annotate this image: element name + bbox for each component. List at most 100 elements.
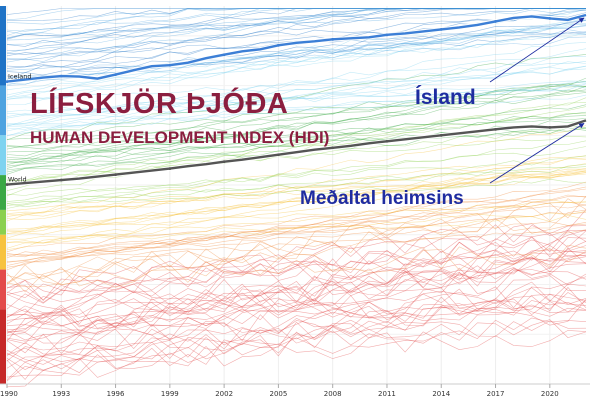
country-line	[6, 293, 587, 388]
series-point	[385, 139, 389, 143]
country-line	[6, 283, 587, 342]
x-tick-label: 2008	[324, 390, 342, 398]
country-line	[6, 186, 587, 266]
country-line	[6, 269, 587, 324]
country-line	[6, 246, 587, 286]
series-point	[168, 167, 172, 171]
country-line	[6, 24, 587, 82]
country-line	[6, 42, 587, 127]
country-line	[6, 214, 587, 244]
country-line	[6, 319, 587, 357]
country-line	[6, 158, 587, 221]
country-line	[6, 221, 587, 257]
country-line	[6, 196, 587, 281]
country-line	[6, 48, 587, 119]
series-point	[59, 178, 63, 182]
x-tick-label: 2014	[432, 390, 450, 398]
country-line	[6, 68, 587, 100]
country-line	[6, 171, 587, 250]
country-line	[6, 23, 587, 100]
country-line	[6, 201, 587, 232]
country-line	[6, 111, 587, 167]
arrow-world	[489, 123, 585, 184]
country-line	[6, 298, 587, 380]
color-band-segment	[0, 269, 6, 310]
color-band-segment	[0, 175, 6, 210]
country-line	[6, 257, 587, 334]
country-line	[6, 229, 587, 263]
country-line	[6, 36, 587, 80]
country-line	[6, 135, 587, 181]
country-line	[6, 163, 587, 249]
country-line	[6, 188, 587, 253]
country-line	[6, 229, 587, 303]
country-line	[6, 32, 587, 91]
chart-title: LÍFSKJÖR ÞJÓÐA	[30, 88, 289, 120]
country-line	[6, 256, 587, 369]
country-line	[6, 20, 587, 80]
country-line	[6, 230, 587, 315]
country-line	[6, 8, 586, 59]
country-line	[6, 155, 587, 196]
series-point	[5, 80, 9, 83]
series-point	[222, 160, 226, 164]
country-line	[6, 31, 587, 80]
country-line	[6, 281, 587, 333]
series-line-world	[6, 119, 587, 186]
country-line	[6, 250, 587, 341]
color-band-segment	[0, 6, 6, 86]
country-line	[7, 211, 587, 240]
country-line	[6, 65, 587, 127]
country-line	[6, 245, 587, 325]
color-band-segment	[0, 85, 6, 136]
color-band-segment	[0, 209, 6, 235]
country-line	[6, 61, 587, 126]
arrow-iceland	[489, 17, 585, 83]
country-line	[6, 29, 587, 71]
country-line	[6, 12, 587, 55]
series-point	[494, 127, 497, 131]
country-line	[6, 127, 587, 160]
country-line	[6, 173, 587, 233]
series-point	[494, 20, 497, 23]
x-tick-label: 2005	[269, 390, 287, 398]
series-point	[114, 73, 117, 77]
series-label-iceland: Iceland	[8, 73, 32, 81]
country-line	[6, 199, 587, 244]
x-tick-label: 2017	[487, 390, 505, 398]
country-line	[6, 8, 586, 39]
annotation-world: Meðaltal heimsins	[300, 188, 464, 209]
country-line	[6, 56, 587, 124]
grid	[6, 6, 586, 384]
country-line	[6, 300, 587, 344]
background-country-lines	[6, 8, 587, 388]
series-point	[168, 63, 172, 67]
color-band-segment	[0, 309, 6, 384]
country-line	[6, 33, 587, 98]
country-line	[6, 8, 586, 47]
country-line	[6, 146, 587, 202]
country-line	[6, 300, 587, 370]
country-line	[6, 244, 587, 288]
country-line	[6, 168, 587, 234]
country-line	[6, 8, 586, 63]
x-axis: 1990 1993 1996 1999 2002 2005 2008 2011 2014 2017…	[0, 383, 590, 398]
x-tick-label: 1990	[0, 390, 18, 398]
country-line	[6, 194, 587, 262]
series-point	[277, 43, 280, 47]
country-line	[6, 181, 587, 268]
country-line	[6, 54, 587, 141]
country-line	[6, 209, 587, 302]
country-line	[6, 275, 587, 354]
country-line	[6, 8, 586, 35]
x-tick-label: 2020	[541, 390, 559, 398]
country-line	[6, 286, 587, 332]
country-line	[6, 125, 587, 183]
annotation-arrows	[489, 17, 585, 184]
country-line	[6, 81, 587, 136]
country-line	[6, 198, 587, 293]
series-point	[331, 37, 335, 41]
country-line	[6, 88, 587, 150]
series-point	[439, 133, 443, 137]
